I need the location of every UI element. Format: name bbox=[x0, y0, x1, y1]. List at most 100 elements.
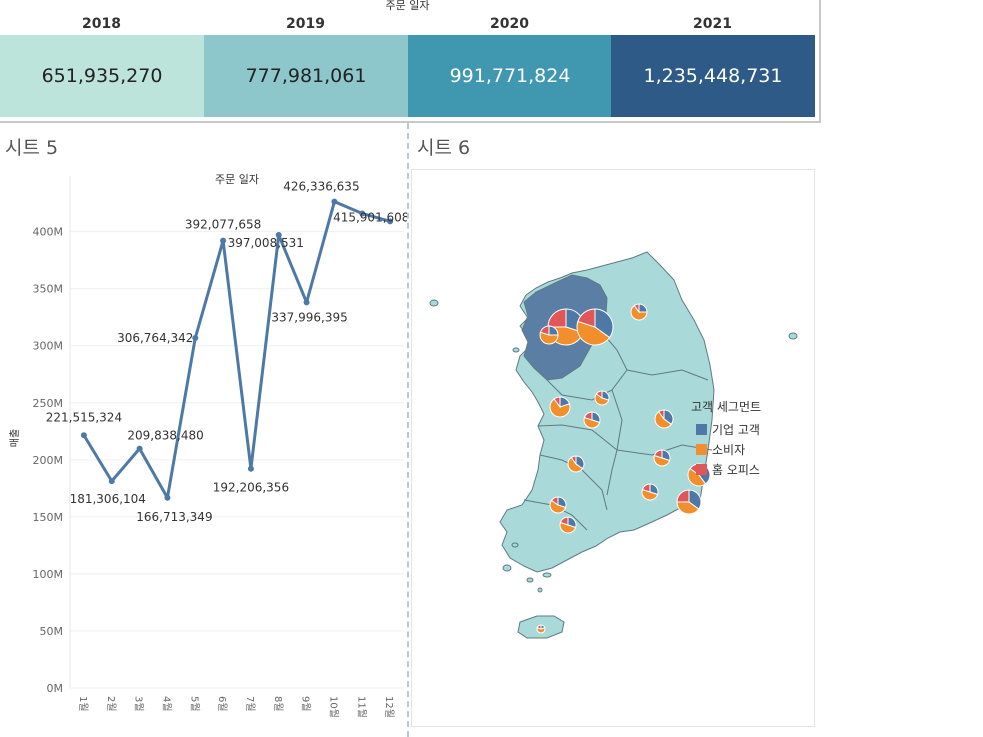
year-label-2019: 2019 bbox=[286, 16, 325, 32]
legend-label: 홈 오피스 bbox=[712, 463, 760, 477]
pie-slice bbox=[539, 325, 550, 336]
pie-slice bbox=[549, 398, 571, 418]
legend-label: 소비자 bbox=[712, 443, 745, 457]
pie-slice bbox=[594, 308, 614, 339]
data-label: 166,713,349 bbox=[136, 510, 212, 524]
x-tick-label: 12월 bbox=[383, 696, 395, 718]
map-small-island bbox=[511, 542, 519, 548]
map-small-island bbox=[542, 572, 552, 578]
data-label: 392,077,658 bbox=[185, 218, 261, 232]
data-label: 397,008,531 bbox=[228, 236, 304, 250]
sales-point bbox=[247, 465, 254, 472]
sales-line bbox=[82, 200, 391, 500]
y-tick-label: 400M bbox=[33, 226, 64, 239]
x-tick-label: 5월 bbox=[188, 696, 200, 712]
pie-slice bbox=[676, 501, 700, 515]
pie-slice bbox=[559, 521, 577, 534]
data-label: 426,336,635 bbox=[283, 180, 359, 194]
map-islands bbox=[429, 299, 798, 639]
data-label: 221,515,324 bbox=[46, 410, 122, 424]
map-small-island bbox=[537, 587, 543, 593]
pie-slice bbox=[654, 411, 672, 429]
year-total-2021[interactable]: 1,235,448,731 bbox=[611, 35, 815, 117]
sales-point bbox=[220, 237, 227, 244]
pie-slice bbox=[687, 467, 707, 487]
x-tick-label: 9월 bbox=[300, 696, 312, 712]
year-label-2020: 2020 bbox=[490, 16, 529, 32]
y-tick-label: 150M bbox=[33, 511, 64, 524]
data-label: 209,838,480 bbox=[127, 429, 203, 443]
pie-slice bbox=[539, 331, 559, 345]
y-tick-label: 300M bbox=[33, 340, 64, 353]
x-tick-label: 3월 bbox=[133, 696, 145, 712]
pie-slice bbox=[653, 449, 663, 459]
sales-point bbox=[331, 198, 338, 205]
korea-map-frame: 고객 세그먼트 기업 고객 소비자 홈 오피스 bbox=[411, 169, 815, 727]
pie-slice bbox=[549, 499, 567, 514]
sheet6-title: 시트 6 bbox=[417, 137, 471, 159]
legend-swatch[interactable] bbox=[696, 444, 707, 455]
year-total-2019[interactable]: 777,981,061 bbox=[204, 35, 408, 117]
sales-point bbox=[136, 445, 143, 452]
legend-swatch[interactable] bbox=[696, 464, 707, 475]
map-small-island bbox=[526, 577, 534, 583]
x-tick-label: 2월 bbox=[105, 696, 117, 712]
pie-slice bbox=[688, 489, 702, 510]
pie-slice bbox=[583, 416, 601, 429]
x-tick-label: 4월 bbox=[160, 696, 172, 712]
legend-title: 고객 세그먼트 bbox=[691, 400, 761, 414]
sales-point bbox=[359, 210, 366, 217]
pie-slice bbox=[583, 411, 593, 421]
y-tick-label: 0M bbox=[47, 682, 64, 695]
y-tick-label: 200M bbox=[33, 454, 64, 467]
sheet5-title: 시트 5 bbox=[5, 137, 59, 159]
x-tick-label: 11월 bbox=[355, 696, 367, 718]
chart-title: 주문 일자 bbox=[215, 172, 259, 186]
sales-point bbox=[192, 335, 199, 342]
y-tick-label: 350M bbox=[33, 283, 64, 296]
year-label-2018: 2018 bbox=[82, 16, 121, 32]
panel-divider-vertical bbox=[407, 123, 409, 737]
map-segment-pies bbox=[536, 303, 711, 634]
pie-slice bbox=[676, 489, 690, 503]
year-label-2021: 2021 bbox=[693, 16, 732, 32]
map-small-island bbox=[512, 347, 520, 353]
sales-point bbox=[303, 299, 310, 306]
y-axis-label: 매출 bbox=[9, 429, 21, 447]
pie-slice bbox=[641, 483, 651, 493]
legend-swatch[interactable] bbox=[696, 424, 707, 435]
year-total-2018[interactable]: 651,935,270 bbox=[0, 35, 204, 117]
data-label: 181,306,104 bbox=[70, 492, 146, 506]
map-small-island bbox=[429, 299, 439, 307]
y-tick-label: 100M bbox=[33, 568, 64, 581]
pie-slice bbox=[595, 390, 603, 399]
pie-slice bbox=[536, 627, 546, 634]
pie-slice bbox=[553, 396, 561, 409]
pie-slice bbox=[550, 496, 559, 506]
sales-point bbox=[387, 218, 394, 225]
y-tick-label: 250M bbox=[33, 397, 64, 410]
sales-point bbox=[80, 432, 87, 439]
pie-slice bbox=[658, 409, 665, 421]
pie-slice bbox=[570, 455, 577, 466]
x-tick-label: 1월 bbox=[77, 696, 89, 712]
sales-point bbox=[164, 494, 171, 501]
pie-slice bbox=[641, 488, 659, 501]
pie-slice bbox=[567, 456, 584, 473]
data-label: 337,996,395 bbox=[271, 310, 347, 324]
x-tick-label: 7월 bbox=[244, 696, 256, 712]
monthly-sales-line-chart: 주문 일자 0M 50M 100M 150M 200M 250M 300M 350M 400M 매출… bbox=[9, 172, 407, 718]
pie-slice bbox=[633, 303, 640, 314]
pie-slice bbox=[577, 308, 596, 328]
pie-slice bbox=[559, 516, 569, 526]
y-tick-label: 50M bbox=[40, 625, 64, 638]
x-tick-label: 10월 bbox=[327, 696, 339, 718]
x-tick-label: 8월 bbox=[272, 696, 284, 712]
data-label: 415,901,608 bbox=[333, 210, 407, 224]
pie-slice bbox=[536, 624, 542, 630]
year-summary-panel: 주문 일자 2018 651,935,270 2019 777,981,061 2020… bbox=[0, 0, 821, 123]
pie-slice bbox=[594, 393, 610, 406]
year-total-2020[interactable]: 991,771,824 bbox=[408, 35, 612, 117]
